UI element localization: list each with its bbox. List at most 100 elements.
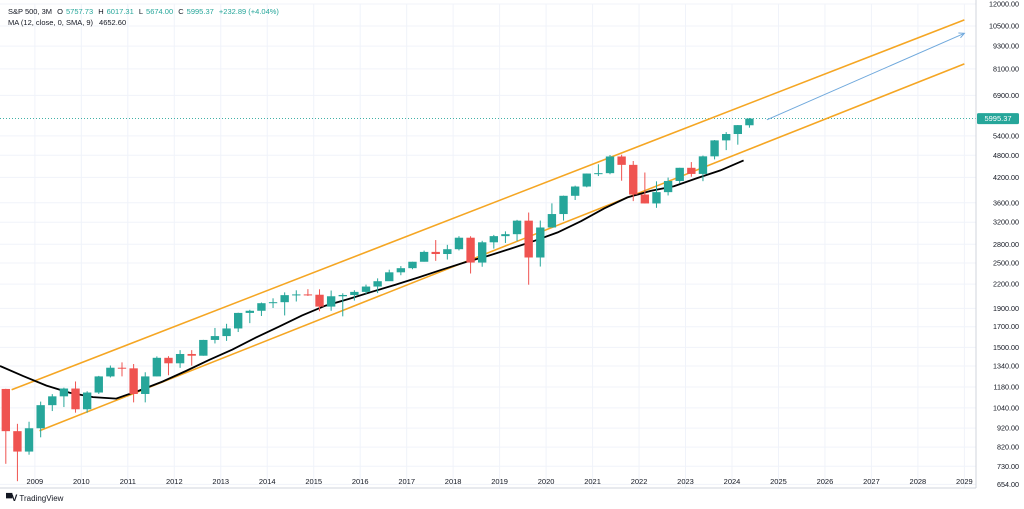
candle (431, 240, 440, 261)
candle-body (292, 294, 301, 296)
candle (501, 231, 510, 244)
y-tick-label: 920.00 (997, 424, 1019, 433)
x-tick-label: 2026 (817, 477, 834, 486)
candle-body (570, 186, 580, 196)
candle-body (48, 396, 57, 406)
legend-ma-value: 4652.60 (99, 18, 127, 27)
legend-change: +232.89 (+4.04%) (218, 7, 279, 16)
candle-body (675, 167, 684, 181)
chart-legend: S&P 500, 3M O 5757.73 H 6017.31 L 5674.00 C… (8, 6, 282, 28)
candle (175, 350, 185, 368)
candle-body (175, 353, 185, 364)
candle-body (199, 339, 208, 356)
channel-upper-line (11, 19, 965, 391)
candle (489, 234, 498, 249)
candle-body (559, 195, 568, 215)
candle-body (698, 156, 708, 174)
legend-ma-row: MA (12, close, 0, SMA, 9) 4652.60 (8, 17, 282, 28)
candle-body (501, 234, 510, 237)
candle (164, 356, 173, 376)
candle (361, 284, 371, 294)
candle (141, 372, 150, 403)
candle-body (24, 428, 34, 452)
legend-high-label: H (98, 7, 104, 16)
y-tick-label: 1340.00 (993, 361, 1019, 370)
candle-body (82, 392, 92, 410)
candle (745, 117, 754, 128)
moving-average (0, 159, 744, 400)
candle-body (36, 405, 45, 429)
chart-grid (0, 3, 976, 488)
candle-body (187, 353, 196, 356)
candle-body (478, 242, 487, 263)
legend-symbol[interactable]: S&P 500, 3M (8, 7, 53, 16)
candle-body (466, 237, 475, 263)
candle (396, 266, 406, 276)
candle (1, 388, 10, 464)
candle-body (326, 296, 336, 307)
candle (234, 312, 243, 333)
candle-body (745, 118, 754, 126)
candle-body (617, 156, 626, 165)
candle-body (710, 140, 719, 157)
tradingview-brand[interactable]: ▀V TradingView (6, 493, 63, 503)
candle (199, 339, 208, 356)
candle (303, 289, 313, 296)
candle-body (547, 214, 557, 228)
candle (94, 375, 103, 394)
y-tick-label: 5400.00 (993, 131, 1019, 140)
candle-body (722, 134, 731, 141)
candle-body (512, 220, 522, 235)
candle (385, 269, 394, 282)
candle (106, 365, 115, 378)
candle-body (385, 272, 394, 282)
candle (210, 327, 220, 344)
x-tick-label: 2016 (352, 477, 369, 486)
x-tick-label: 2017 (398, 477, 415, 486)
y-tick-label: 2200.00 (993, 280, 1019, 289)
candle (326, 290, 336, 311)
candle (663, 177, 673, 196)
x-tick-label: 2018 (445, 477, 462, 486)
candle-body (106, 367, 115, 377)
x-tick-label: 2022 (631, 477, 648, 486)
candle-body (536, 227, 545, 258)
last-price-badge (977, 113, 1019, 125)
candle (454, 236, 464, 251)
candle (675, 167, 684, 184)
channel-lower-line (39, 63, 965, 432)
candle-body (117, 367, 127, 369)
candle (117, 362, 127, 377)
candle-body (94, 376, 103, 393)
y-tick-label: 654.00 (997, 480, 1019, 489)
candle-body (443, 249, 452, 255)
candle-body (489, 236, 498, 243)
y-tick-label: 9300.00 (993, 42, 1019, 51)
y-tick-label: 1040.00 (993, 403, 1019, 412)
x-tick-label: 2028 (910, 477, 927, 486)
ma-line (0, 159, 744, 400)
x-tick-label: 2011 (120, 477, 136, 486)
x-tick-label: 2029 (956, 477, 973, 486)
brand-name: TradingView (19, 493, 64, 503)
candle (629, 161, 638, 202)
y-tick-label: 730.00 (997, 462, 1019, 471)
legend-open: 5757.73 (66, 7, 94, 16)
candle (570, 185, 580, 200)
candle-body (652, 192, 661, 204)
candle (82, 391, 92, 413)
legend-ma-label[interactable]: MA (12, close, 0, SMA, 9) (8, 18, 94, 27)
x-tick-label: 2027 (863, 477, 880, 486)
x-tick-label: 2013 (212, 477, 229, 486)
candle-body (396, 268, 406, 273)
candle-body (152, 357, 162, 377)
candle-body (303, 294, 313, 296)
x-tick-label: 2025 (770, 477, 787, 486)
candle-body (59, 388, 69, 397)
y-tick-label: 4200.00 (993, 173, 1019, 182)
candle (408, 261, 417, 270)
candle (478, 240, 487, 267)
candle (547, 203, 557, 228)
candle-body (164, 357, 173, 364)
